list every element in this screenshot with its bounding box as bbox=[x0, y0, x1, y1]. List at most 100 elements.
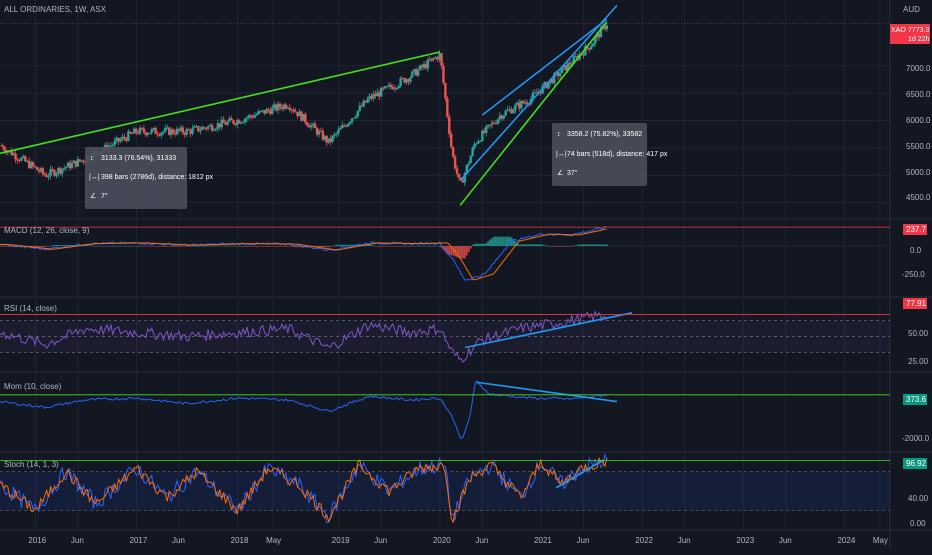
candle-body bbox=[448, 116, 451, 135]
candle-body bbox=[123, 136, 126, 139]
macd-histogram-bar bbox=[485, 243, 488, 247]
macd-histogram-bar bbox=[193, 245, 196, 247]
macd-histogram-bar bbox=[218, 245, 221, 247]
macd-histogram-bar bbox=[508, 236, 511, 247]
macd-histogram-bar bbox=[298, 246, 301, 248]
trendlines[interactable] bbox=[0, 4, 633, 489]
candle-body bbox=[206, 126, 210, 129]
candle-body bbox=[333, 134, 336, 136]
macd-histogram-bar bbox=[267, 246, 270, 247]
macd-histogram-bar bbox=[461, 246, 464, 259]
price-axis: 7000.0 6500.0 6000.0 5500.0 5000.0 4500.… bbox=[906, 64, 931, 202]
candle-body bbox=[428, 59, 432, 61]
candle-body bbox=[255, 114, 258, 116]
macd-histogram-bar bbox=[545, 245, 548, 247]
macd-histogram-bar bbox=[296, 246, 299, 248]
mom-value-tag bbox=[903, 394, 927, 405]
candle-body bbox=[502, 115, 505, 119]
macd-histogram-bar bbox=[520, 244, 523, 247]
candle-body bbox=[525, 102, 529, 104]
macd-histogram-bar bbox=[226, 245, 229, 247]
candle-body bbox=[61, 168, 64, 174]
macd-histogram-bar bbox=[129, 245, 132, 247]
candle-body bbox=[430, 58, 433, 61]
candle-body bbox=[121, 136, 124, 140]
macd-histogram-bar bbox=[339, 244, 342, 247]
macd-histogram-bar bbox=[403, 246, 406, 247]
candle-body bbox=[335, 133, 338, 135]
macd-histogram-bar bbox=[273, 246, 276, 247]
candle-body bbox=[403, 78, 406, 83]
candle-body bbox=[436, 57, 439, 60]
candle-body bbox=[134, 128, 138, 133]
candle-body bbox=[426, 59, 430, 69]
macd-histogram-bar bbox=[90, 245, 93, 247]
candle-body bbox=[354, 116, 358, 118]
macd-histogram-bar bbox=[143, 246, 145, 247]
candle-body bbox=[469, 155, 472, 164]
macd-histogram-bar bbox=[263, 246, 266, 247]
candle-body bbox=[510, 109, 513, 114]
macd-histogram-bar bbox=[139, 246, 141, 247]
macd-histogram-bar bbox=[329, 246, 332, 247]
candle-body bbox=[372, 94, 375, 99]
candle-body bbox=[339, 128, 342, 130]
macd-histogram-bar bbox=[598, 244, 600, 247]
ruler-icon: ↕ bbox=[557, 131, 561, 138]
macd-histogram-bar bbox=[380, 246, 383, 247]
macd-histogram-bar bbox=[592, 244, 595, 247]
macd-histogram-bar bbox=[491, 237, 493, 247]
candle-body bbox=[415, 69, 418, 76]
macd-histogram-bar bbox=[57, 245, 60, 247]
macd-histogram-bar bbox=[487, 241, 490, 247]
candle-body bbox=[53, 170, 56, 176]
candle-body bbox=[109, 145, 113, 147]
candle-body bbox=[483, 130, 486, 133]
macd-histogram-bar bbox=[201, 245, 204, 247]
macd-histogram-bar bbox=[94, 245, 97, 247]
macd-histogram-bar bbox=[306, 246, 309, 248]
macd-histogram-bar bbox=[255, 246, 258, 247]
candle-body bbox=[236, 120, 239, 125]
measure-box-1[interactable]: ↕ 3133.3 (76.54%), 31333 |↔| 398 bars (2… bbox=[85, 147, 214, 209]
macd-histogram-bar bbox=[489, 239, 492, 247]
candle-body bbox=[393, 87, 397, 90]
macd-histogram-bar bbox=[516, 242, 519, 247]
candle-body bbox=[156, 133, 159, 135]
macd-histogram-bar bbox=[419, 245, 422, 247]
candle-body bbox=[10, 150, 13, 156]
macd-histogram-bar bbox=[567, 246, 569, 247]
macd-histogram-bar bbox=[181, 246, 184, 247]
macd-histogram-bar bbox=[493, 236, 495, 247]
macd-histogram-bar bbox=[152, 246, 155, 247]
macd-histogram-bar bbox=[378, 246, 381, 247]
measure-box-2[interactable]: ↕ 3358.2 (75.82%), 33582 |↔| 74 bars (51… bbox=[552, 123, 668, 186]
macd-histogram-bar bbox=[337, 244, 340, 247]
macd-histogram-bar bbox=[228, 245, 231, 247]
candle-body bbox=[424, 63, 428, 69]
macd-histogram-bar bbox=[323, 246, 326, 248]
candle-body bbox=[562, 64, 566, 68]
rsi-trendline bbox=[465, 312, 633, 349]
candle-body bbox=[434, 57, 437, 59]
macd-histogram-bar bbox=[475, 243, 478, 247]
candle-body bbox=[444, 83, 447, 99]
macd-histogram-bar bbox=[286, 246, 289, 247]
macd-histogram-bar bbox=[452, 246, 455, 256]
candle-body bbox=[31, 162, 35, 167]
measure-angle: 37° bbox=[567, 169, 578, 177]
candle-body bbox=[166, 127, 169, 129]
candle-body bbox=[74, 160, 78, 167]
candle-body bbox=[234, 123, 237, 125]
macd-histogram-bar bbox=[249, 246, 252, 247]
candle-body bbox=[220, 119, 223, 128]
macd-last-value: 237.7 bbox=[906, 225, 927, 234]
macd-histogram-bar bbox=[532, 244, 534, 247]
macd-histogram-bar bbox=[434, 245, 437, 247]
candle-body bbox=[374, 94, 377, 97]
bars-icon: |↔| bbox=[89, 174, 100, 181]
rsi-line bbox=[0, 310, 608, 363]
price-trendline bbox=[0, 51, 441, 155]
